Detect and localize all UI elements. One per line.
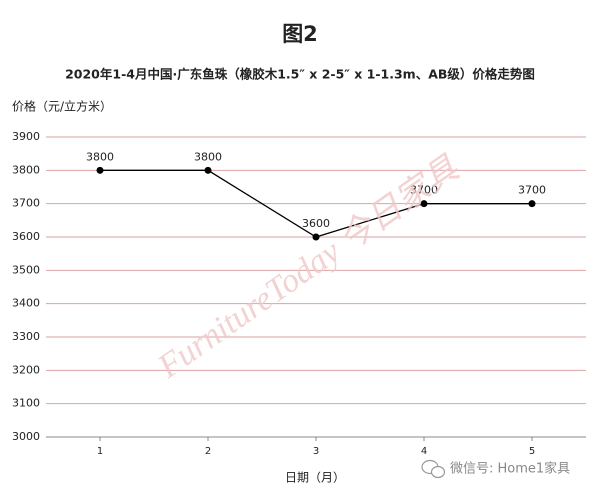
chart-title: 图2 — [282, 22, 318, 46]
y-tick-label: 3900 — [12, 130, 40, 143]
y-tick-label: 3300 — [12, 330, 40, 343]
y-tick-label: 3400 — [12, 297, 40, 310]
data-label: 3700 — [518, 184, 546, 197]
x-tick-label: 2 — [205, 446, 211, 457]
y-tick-label: 3200 — [12, 363, 40, 376]
x-tick-label: 5 — [529, 446, 535, 457]
point — [312, 233, 320, 241]
x-tick-label: 1 — [97, 446, 103, 457]
y-tick-label: 3700 — [12, 197, 40, 210]
point — [96, 166, 104, 174]
wechat-mark: 微信号: Home1家具 — [450, 461, 570, 477]
y-tick-label: 3800 — [12, 163, 40, 176]
point — [204, 166, 212, 174]
x-tick-label: 3 — [313, 446, 319, 457]
data-label: 3800 — [86, 150, 114, 163]
y-tick-label: 3000 — [12, 430, 40, 443]
point — [420, 200, 428, 208]
chart-subtitle: 2020年1-4月中国·广东鱼珠（橡胶木1.5″ x 2-5″ x 1-1.3m… — [65, 67, 535, 82]
data-label: 3600 — [302, 217, 330, 230]
x-axis-label: 日期（月） — [285, 471, 345, 485]
point — [528, 200, 536, 208]
data-label: 3800 — [194, 150, 222, 163]
y-tick-label: 3600 — [12, 230, 40, 243]
y-axis-label: 价格（元/立方米） — [12, 99, 112, 114]
wechat-icon — [421, 459, 446, 479]
x-tick-label: 4 — [421, 446, 427, 457]
y-tick-label: 3100 — [12, 397, 40, 410]
data-label: 3700 — [410, 184, 438, 197]
y-tick-label: 3500 — [12, 263, 40, 276]
